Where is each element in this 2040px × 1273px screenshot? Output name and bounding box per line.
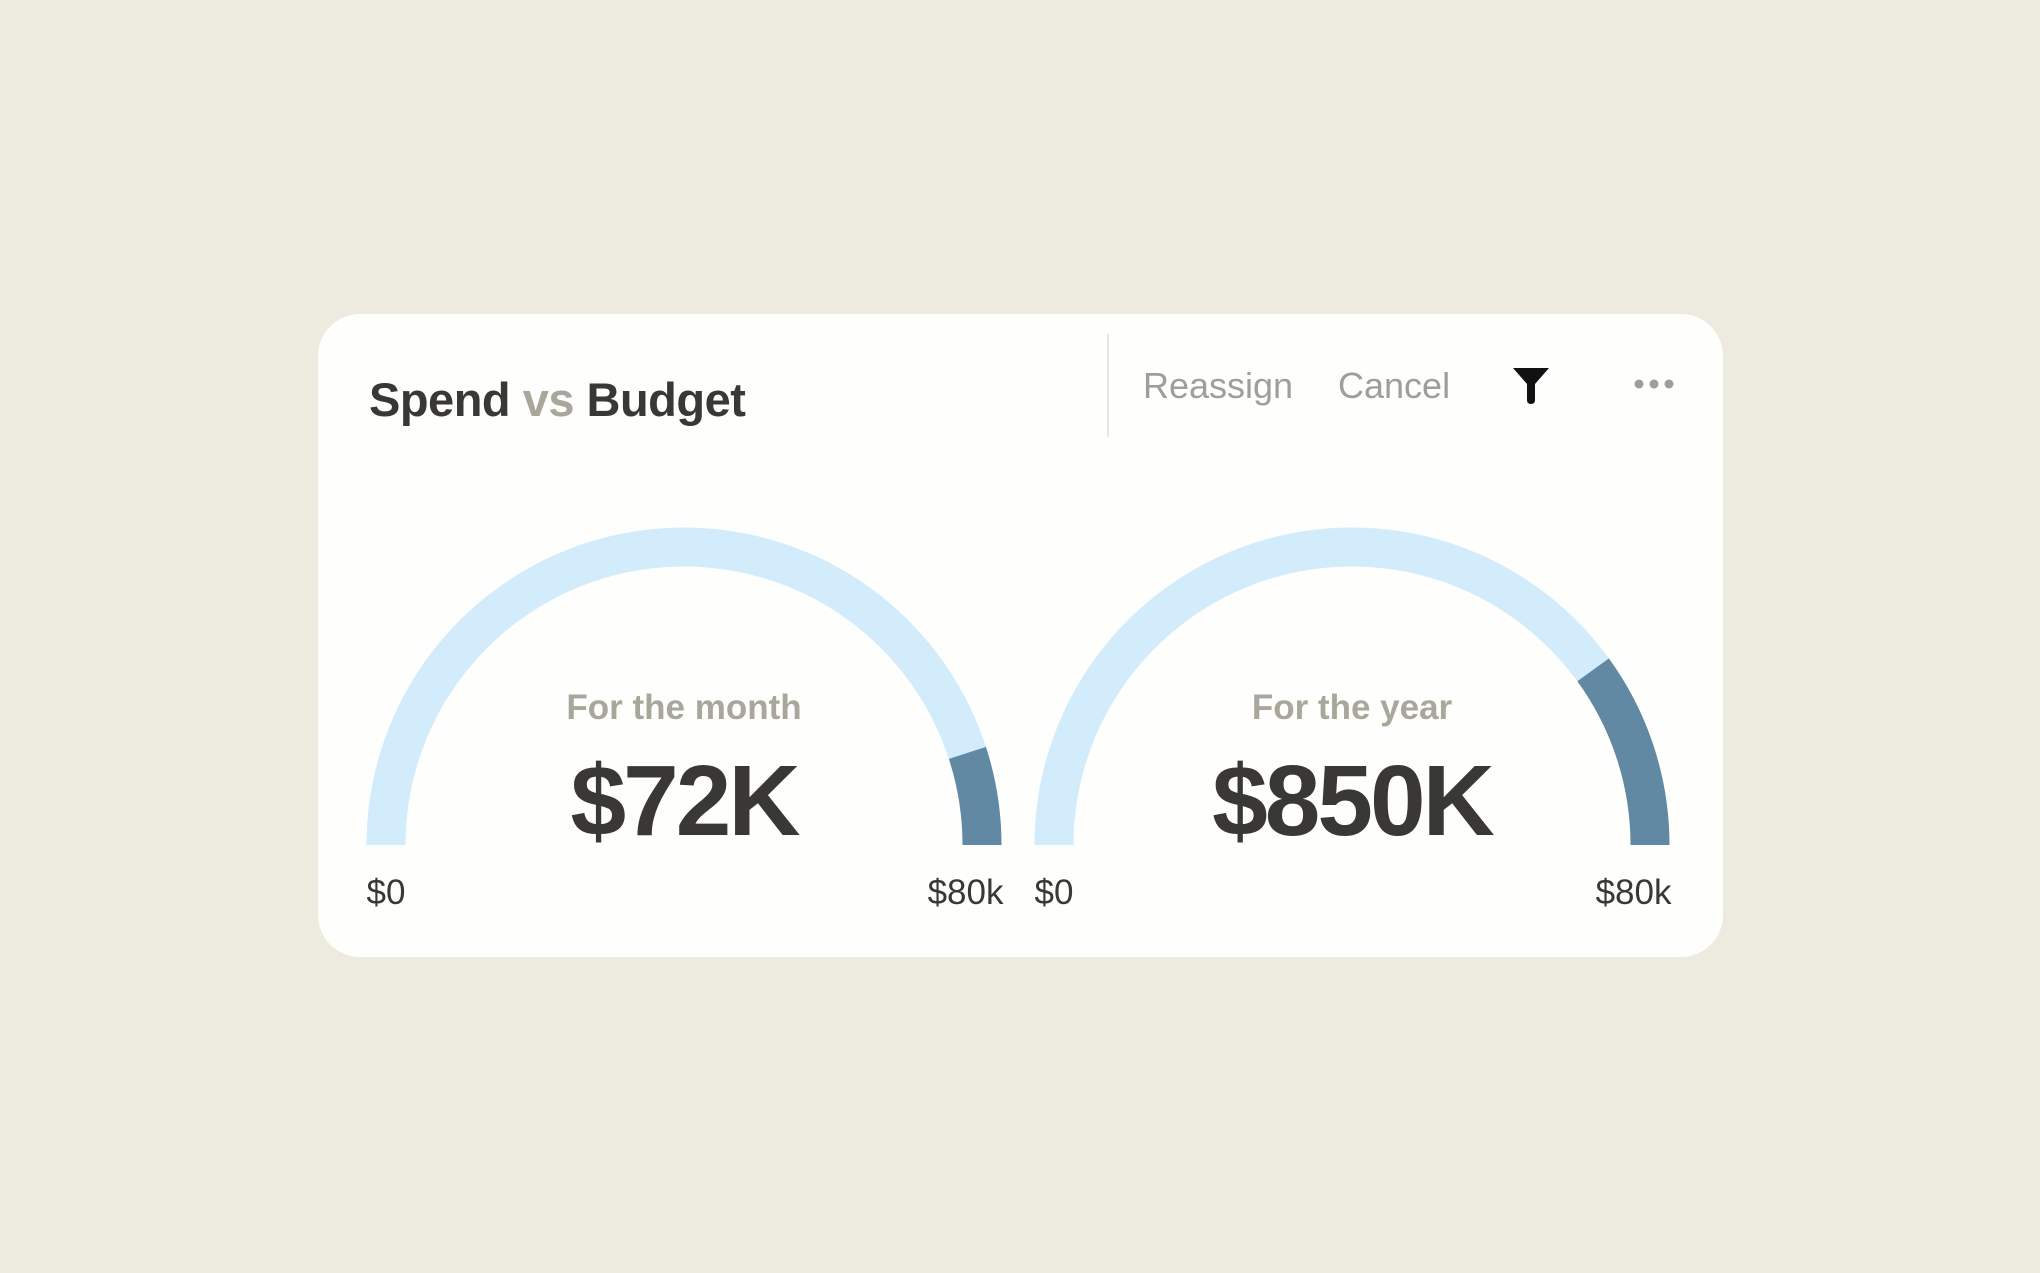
more-options-icon[interactable] (1634, 374, 1674, 394)
gauge-year-max-label: $80k (1596, 873, 1672, 912)
gauge-month-value: $72K (570, 745, 800, 857)
cancel-button[interactable]: Cancel (1338, 365, 1451, 406)
gauge-month-fill (948, 746, 1002, 846)
gauge-month-min-label: $0 (367, 873, 406, 912)
filter-icon[interactable] (1512, 366, 1550, 406)
gauge-year-value: $850K (1212, 745, 1494, 857)
header-divider (1107, 334, 1109, 437)
gauges-area: For the month $72K $0 $80k For the year $850K… (366, 527, 1672, 912)
gauge-year-fill (1577, 658, 1670, 846)
gauge-month: For the month $72K $0 $80k (366, 527, 1004, 912)
gauge-year-min-label: $0 (1035, 873, 1074, 912)
spend-vs-budget-card: Spend vs Budget Reassign Cancel For the … (318, 314, 1723, 957)
gauge-year-label: For the year (1252, 688, 1453, 727)
gauge-month-label: For the month (566, 688, 801, 727)
gauge-month-max-label: $80k (928, 873, 1004, 912)
title-budget: Budget (586, 373, 746, 426)
title-spend: Spend (369, 373, 511, 426)
gauge-month-track (366, 527, 986, 846)
reassign-button[interactable]: Reassign (1143, 365, 1294, 406)
title-vs: vs (522, 373, 575, 426)
gauge-year-track (1034, 527, 1609, 846)
card-title: Spend vs Budget (369, 372, 746, 428)
gauge-year: For the year $850K $0 $80k (1034, 527, 1672, 912)
